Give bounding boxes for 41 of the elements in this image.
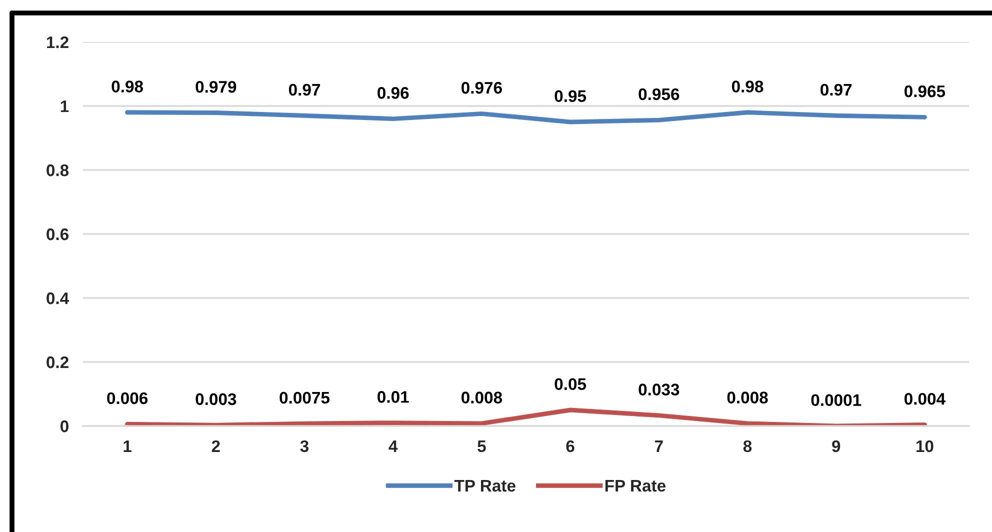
legend-label: FP Rate (605, 480, 666, 492)
x-tick-label: 8 (743, 440, 752, 452)
data-label: 0.05 (554, 378, 586, 390)
legend-label: TP Rate (454, 480, 516, 492)
data-label: 0.008 (727, 392, 768, 404)
y-tick-label: 1.2 (46, 36, 68, 48)
data-label: 0.979 (196, 80, 236, 93)
x-tick-label: 10 (916, 440, 934, 452)
y-tick-label: 0 (60, 420, 68, 432)
data-label: 0.01 (378, 391, 409, 403)
y-tick-label: 1 (60, 100, 69, 112)
data-label: 0.956 (638, 88, 680, 100)
data-label: 0.003 (196, 393, 236, 406)
data-label: 0.98 (732, 80, 764, 92)
x-tick-label: 9 (832, 440, 840, 452)
x-tick-label: 1 (124, 440, 132, 452)
y-tick-label: 0.2 (46, 356, 68, 368)
data-label: 0.0001 (811, 394, 862, 406)
x-tick-label: 5 (478, 440, 486, 452)
data-label: 0.965 (904, 85, 946, 98)
x-tick-label: 4 (388, 440, 398, 452)
x-tick-label: 7 (654, 440, 663, 452)
data-label: 0.004 (904, 392, 946, 405)
line-series (125, 408, 927, 426)
data-label: 0.008 (462, 392, 502, 404)
y-tick-label: 0.4 (46, 292, 70, 304)
data-label: 0.006 (107, 392, 148, 404)
data-label: 0.97 (820, 84, 852, 96)
data-label: 0.97 (288, 84, 320, 96)
x-tick-label: 2 (212, 440, 220, 452)
data-label: 0.98 (112, 80, 144, 92)
data-label: 0.033 (638, 384, 680, 396)
x-tick-label: 3 (300, 440, 309, 452)
data-label: 0.96 (378, 87, 409, 99)
data-label: 0.95 (554, 90, 586, 102)
line-series (125, 110, 927, 124)
data-label: 0.0075 (280, 392, 330, 404)
data-label: 0.976 (462, 82, 502, 94)
y-tick-label: 0.6 (46, 228, 69, 240)
y-tick-label: 0.8 (46, 164, 69, 176)
x-tick-label: 6 (566, 440, 574, 452)
